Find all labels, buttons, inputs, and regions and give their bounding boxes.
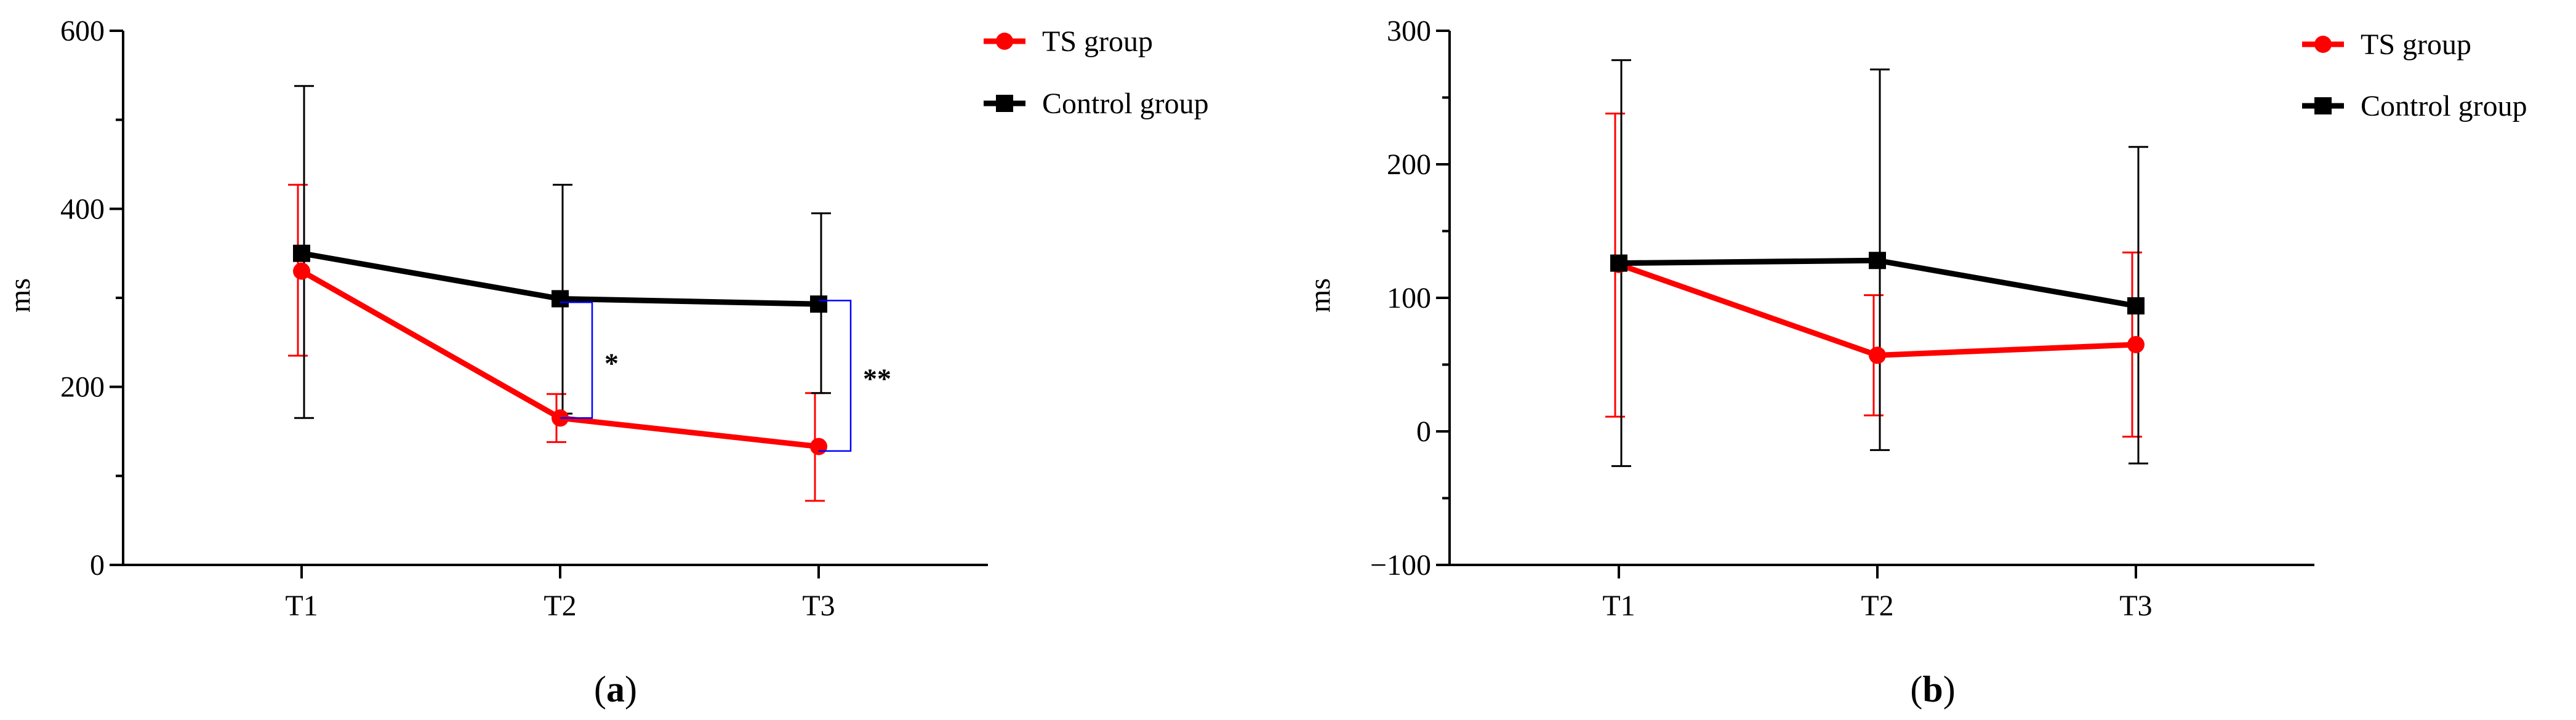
y-tick-label: 0 — [1416, 415, 1431, 448]
legend-marker — [2314, 36, 2332, 53]
data-point — [2127, 297, 2145, 315]
y-axis-label: ms — [4, 278, 36, 313]
data-point — [2127, 335, 2145, 353]
x-tick-label: T2 — [1861, 590, 1893, 622]
data-point — [810, 295, 827, 313]
legend-marker — [996, 95, 1013, 112]
significance-bracket — [560, 301, 593, 419]
x-tick-label: T1 — [1602, 590, 1635, 622]
series-line — [1618, 262, 2137, 358]
data-point — [1610, 254, 1627, 272]
y-tick-label: 600 — [60, 15, 105, 47]
legend-label: Control group — [1042, 87, 1209, 120]
data-point — [293, 262, 310, 280]
legend-marker — [996, 33, 1013, 50]
x-tick-label: T2 — [544, 590, 576, 622]
panel-label: (a) — [594, 669, 637, 710]
significance-label: ** — [863, 363, 891, 394]
y-tick-label: 0 — [90, 549, 105, 582]
y-tick-label: 100 — [1387, 282, 1431, 314]
legend-label: TS group — [2361, 28, 2471, 61]
y-tick-label: 200 — [60, 371, 105, 404]
legend-label: TS group — [1042, 25, 1153, 58]
x-tick-label: T3 — [802, 590, 835, 622]
significance-bracket — [819, 300, 852, 452]
data-point — [552, 290, 569, 308]
y-axis-label: ms — [1304, 278, 1336, 313]
x-tick-label: T3 — [2119, 590, 2152, 622]
y-tick-label: 200 — [1387, 148, 1431, 181]
y-tick-label: 300 — [1387, 15, 1431, 47]
panel-label: (b) — [1910, 669, 1955, 710]
data-point — [1869, 346, 1886, 364]
panel-b: −100 0 100 200 300 T1 T2 T3 ms (b) TS group Control… — [1304, 15, 2527, 710]
data-point — [293, 244, 310, 262]
data-point — [810, 438, 827, 455]
legend-marker — [2314, 97, 2332, 114]
y-tick-label: 400 — [60, 193, 105, 225]
legend-label: Control group — [2361, 90, 2527, 122]
data-point — [1869, 252, 1886, 270]
significance-label: * — [604, 347, 619, 378]
y-tick-label: −100 — [1370, 549, 1431, 582]
x-tick-label: T1 — [285, 590, 318, 622]
